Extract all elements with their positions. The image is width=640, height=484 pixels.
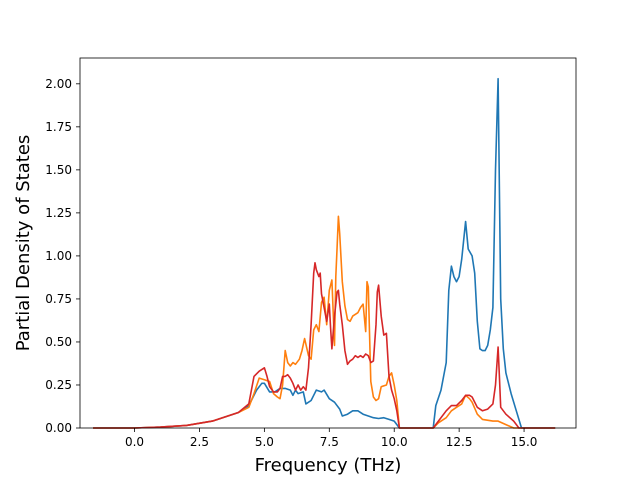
y-tick-label: 0.25: [45, 378, 72, 392]
x-ticks: 0.0 2.5 5.0 7.5 10.0 12.5 15.0: [125, 428, 537, 449]
x-tick-label: 12.5: [446, 435, 473, 449]
y-tick-label: 1.00: [45, 249, 72, 263]
x-tick-label: 2.5: [190, 435, 209, 449]
y-tick-label: 2.00: [45, 77, 72, 91]
series-layer: [93, 77, 556, 429]
y-tick-label: 1.75: [45, 120, 72, 134]
x-tick-label: 5.0: [255, 435, 274, 449]
y-tick-label: 0.00: [45, 421, 72, 435]
x-tick-label: 0.0: [125, 435, 144, 449]
x-tick-label: 15.0: [511, 435, 538, 449]
y-tick-label: 0.75: [45, 292, 72, 306]
y-tick-label: 1.25: [45, 206, 72, 220]
x-axis-label: Frequency (THz): [255, 455, 402, 476]
series-line-3: [93, 262, 556, 429]
y-tick-label: 0.50: [45, 335, 72, 349]
y-ticks: 0.00 0.25 0.50 0.75 1.00 1.25 1.50 1.75 2.00: [45, 77, 80, 435]
x-tick-label: 7.5: [320, 435, 339, 449]
plot-frame: [79, 57, 577, 429]
y-axis-label: Partial Density of States: [13, 135, 34, 352]
y-tick-label: 1.50: [45, 163, 72, 177]
series-line-2: [93, 215, 556, 429]
series-line-1: [93, 77, 556, 429]
x-tick-label: 10.0: [381, 435, 408, 449]
